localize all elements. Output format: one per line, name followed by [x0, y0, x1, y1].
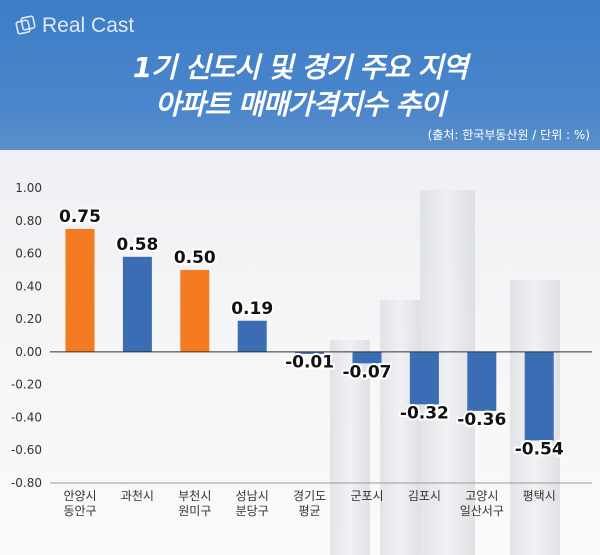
data-label: 0.75: [59, 207, 101, 227]
bar: [352, 351, 382, 364]
x-tick-label: 평균: [299, 504, 321, 518]
y-tick-label: 0.80: [15, 214, 42, 228]
y-tick-label: 0.20: [15, 312, 42, 326]
x-tick-label: 평택시: [523, 489, 556, 503]
y-tick-label: 1.00: [15, 181, 42, 195]
y-tick-label: -0.40: [11, 410, 42, 424]
data-label: -0.32: [400, 403, 449, 423]
x-tick-label: 일산서구: [460, 504, 504, 518]
data-label: -0.07: [343, 362, 392, 382]
x-tick-label: 안양시: [63, 489, 96, 503]
chart-title-line2: 아파트 매매가격지수 추이: [155, 88, 446, 121]
bar: [409, 351, 439, 405]
data-label: 0.19: [231, 299, 273, 319]
bar: [524, 351, 554, 441]
x-tick-label: 동안구: [63, 504, 96, 518]
data-label: -0.36: [457, 410, 506, 430]
logo-icon: [15, 15, 36, 35]
x-tick-label: 원미구: [178, 504, 211, 518]
y-axis: 1.00 0.80 0.60 0.40 0.20 0.00 -0.20 -0.40 -0.60 -…: [11, 181, 42, 490]
data-label: -0.01: [285, 353, 334, 373]
x-tick-label: 분당구: [236, 504, 269, 518]
chart-title-line1: 1기 신도시 및 경기 주요 지역: [132, 51, 469, 84]
source-note: (출처: 한국부동산원 / 단위 : %): [427, 128, 590, 142]
y-tick-label: -0.80: [11, 476, 42, 490]
y-tick-label: -0.20: [11, 378, 42, 392]
bars: [65, 228, 554, 441]
brand-name: Real Cast: [42, 14, 135, 37]
header-banner: Real Cast 1기 신도시 및 경기 주요 지역 아파트 매매가격지수 추…: [0, 0, 600, 150]
bar: [467, 351, 497, 411]
x-tick-label: 고양시: [465, 489, 498, 503]
x-tick-label: 과천시: [121, 488, 154, 503]
value-labels: 0.75 0.58 0.50 0.19 -0.01 -0.07 -0.32 -0.36 -0.5…: [57, 205, 566, 461]
x-tick-label: 군포시: [350, 489, 383, 503]
bar: [65, 228, 95, 352]
y-tick-label: 0.60: [15, 247, 42, 261]
bar: [180, 269, 210, 352]
x-tick-label: 부천시: [178, 488, 211, 503]
data-label: -0.54: [515, 439, 564, 459]
y-tick-label: 0.00: [15, 345, 42, 359]
x-tick-label: 성남시: [236, 489, 269, 503]
bar: [237, 320, 267, 352]
brand-logo: Real Cast: [14, 14, 134, 38]
data-label: 0.50: [174, 248, 216, 268]
bar: [295, 351, 325, 354]
x-tick-label: 경기도: [293, 489, 326, 503]
x-tick-label: 김포시: [408, 489, 441, 503]
data-label: 0.58: [116, 235, 158, 255]
bar: [122, 256, 152, 352]
y-tick-label: 0.40: [15, 279, 42, 293]
y-tick-label: -0.60: [11, 443, 42, 457]
